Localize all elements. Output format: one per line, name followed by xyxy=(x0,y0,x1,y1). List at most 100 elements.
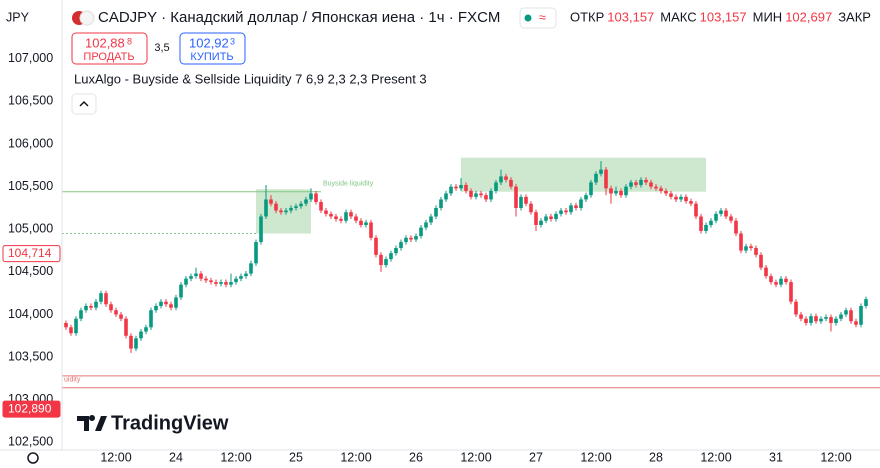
candle-body xyxy=(279,210,283,213)
candle-body xyxy=(144,327,148,332)
candle-body xyxy=(379,254,383,266)
x-tick-label: 12:00 xyxy=(700,450,731,464)
candle-body xyxy=(684,196,688,202)
candle-body xyxy=(499,176,503,183)
candle-body xyxy=(819,318,823,322)
candle-body xyxy=(509,179,513,187)
candle-body xyxy=(794,301,798,315)
ohlc-label: МАКС xyxy=(660,9,696,24)
candle-body xyxy=(409,237,413,240)
candle-body xyxy=(199,273,203,279)
price-label: 102,890 xyxy=(8,401,52,415)
currency: JPY xyxy=(6,10,30,24)
candle-body xyxy=(619,190,623,196)
candle-body xyxy=(554,213,558,220)
x-tick-label: 25 xyxy=(289,450,303,464)
buy-label: КУПИТЬ xyxy=(190,51,233,63)
candle-body xyxy=(644,179,648,183)
candle-body xyxy=(829,317,833,324)
buy-price: 102,92 xyxy=(189,35,229,50)
candle-body xyxy=(219,282,223,284)
settings-icon[interactable] xyxy=(27,452,39,464)
candle-body xyxy=(849,310,853,322)
candle-body xyxy=(714,213,718,221)
candle-body xyxy=(579,199,583,208)
price-label: 104,714 xyxy=(8,246,52,260)
candle-body xyxy=(294,206,298,208)
candle-body xyxy=(109,304,113,311)
candle-body xyxy=(719,210,723,214)
candle-body xyxy=(449,186,453,194)
candle-body xyxy=(789,282,793,302)
candle-body xyxy=(419,227,423,237)
ohlc-value: 102,697 xyxy=(785,9,832,24)
candle-body xyxy=(604,169,608,189)
level-label: Buyside liquidity xyxy=(323,181,374,188)
spread: 3,5 xyxy=(154,42,169,54)
flag-icon xyxy=(79,10,95,26)
candle-body xyxy=(229,282,233,285)
y-tick-label: 103,500 xyxy=(8,349,53,363)
status-icon: ≈ xyxy=(539,10,546,24)
candle-body xyxy=(469,190,473,197)
candle-body xyxy=(214,282,218,284)
candle-body xyxy=(664,190,668,194)
x-tick-label: 31 xyxy=(769,450,783,464)
candle-body xyxy=(574,205,578,208)
candle-body xyxy=(274,203,278,211)
ohlc-label: ОТКР xyxy=(570,9,604,24)
candle-body xyxy=(524,196,528,204)
candle-body xyxy=(284,210,288,213)
candle-body xyxy=(779,278,783,285)
candle-body xyxy=(534,212,538,225)
candle-body xyxy=(629,182,633,187)
sell-button[interactable] xyxy=(71,32,148,65)
candle-body xyxy=(689,201,693,204)
candle-body xyxy=(624,186,628,196)
x-tick-label: 26 xyxy=(409,450,423,464)
candle-body xyxy=(389,253,393,260)
candle-body xyxy=(584,195,588,200)
ohlc-label: ЗАКР xyxy=(838,9,871,24)
ohlc-value: 103,157 xyxy=(700,9,747,24)
candle-body xyxy=(474,193,478,197)
candle-body xyxy=(309,193,313,200)
candle-body xyxy=(269,199,273,204)
candle-body xyxy=(614,190,618,194)
candle-body xyxy=(559,210,563,214)
candle-body xyxy=(264,199,268,217)
candle-body xyxy=(859,305,863,325)
candle-body xyxy=(79,310,83,319)
candle-body xyxy=(649,182,653,187)
candle-body xyxy=(669,193,673,197)
candle-body xyxy=(654,186,658,189)
candle-body xyxy=(494,182,498,191)
candle-body xyxy=(679,196,683,200)
collapse-button[interactable] xyxy=(71,93,97,115)
indicator-title: LuxAlgo - Buyside & Sellside Liquidity 7… xyxy=(74,71,427,86)
candle-body xyxy=(254,242,258,264)
candle-body xyxy=(634,182,638,185)
x-tick-label: 12:00 xyxy=(100,450,131,464)
candle-body xyxy=(224,282,228,285)
status-badge[interactable] xyxy=(519,7,557,29)
y-tick-label: 106,000 xyxy=(8,136,53,150)
candle-body xyxy=(329,213,333,217)
candle-body xyxy=(399,242,403,249)
x-tick-label: 24 xyxy=(169,450,183,464)
x-tick-label: 28 xyxy=(649,450,663,464)
candle-body xyxy=(414,236,418,240)
candle-body xyxy=(149,310,153,328)
candle-body xyxy=(694,203,698,217)
y-tick-label: 104,500 xyxy=(8,264,53,278)
buy-button[interactable] xyxy=(179,32,246,65)
candle-body xyxy=(699,216,703,231)
candle-body xyxy=(179,284,183,298)
candle-body xyxy=(514,186,518,208)
y-tick-label: 104,000 xyxy=(8,307,53,321)
y-tick-label: 102,500 xyxy=(8,435,53,449)
candle-body xyxy=(124,318,128,336)
candle-body xyxy=(609,188,613,194)
candle-body xyxy=(374,237,378,255)
candle-body xyxy=(369,222,373,238)
